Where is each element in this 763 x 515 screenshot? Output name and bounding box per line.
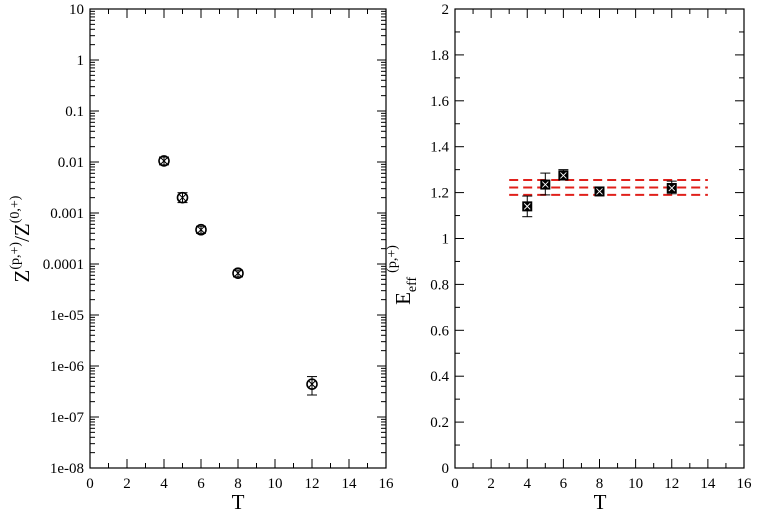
left-x-tick-label: 4 [160,476,168,492]
right-x-tick-label: 2 [487,476,495,492]
left-point-marker [306,378,318,390]
left-data-point [232,267,244,280]
right-y-tick-label: 0.4 [430,369,449,385]
right-y-label-sup: (p,+) [385,245,400,273]
left-data-point [195,223,207,236]
left-point-marker [158,155,170,167]
right-fit-band [509,178,708,196]
left-x-tick-label: 12 [305,476,320,492]
left-y-label-base: Z [10,270,34,283]
left-y-label-sup: (p,+) [8,242,23,270]
right-marker-cross [541,181,549,188]
right-x-tick-label: 8 [596,476,604,492]
left-ticks: 0 2 4 6 8 10 12 14 16 1e-08 1e-07 1e-06 1e-05 0.0001 0… [43,2,394,492]
right-y-tick-label: 1 [442,232,450,248]
left-y-tick-label: 10 [69,2,84,18]
left-y-axis-label: Z(p,+)/Z(0,+) [8,195,34,282]
left-y-label-sup2: (0,+) [8,195,23,223]
left-marker-cross [178,193,187,202]
right-y-tick-label: 2 [442,2,450,18]
right-x-tick-label: 16 [737,476,753,492]
left-x-tick-label: 10 [268,476,283,492]
left-y-tick-label: 1e-08 [50,461,84,477]
right-x-tick-label: 14 [700,476,716,492]
left-y-label-mid: /Z [10,223,34,242]
left-y-tick-label: 0.1 [65,104,84,120]
right-points [522,169,677,218]
right-y-tick-label: 1.8 [430,48,449,64]
right-data-point [666,180,677,195]
right-y-tick-label: 0.2 [430,415,449,431]
left-y-tick-label: 1e-05 [50,308,84,324]
right-y-tick-label: 0.6 [430,323,449,339]
left-x-tick-label: 0 [86,476,94,492]
left-chart-panel: 0 2 4 6 8 10 12 14 16 1e-08 1e-07 1e-06 1e-05 0.0001 0… [8,2,394,514]
left-x-tick-label: 14 [342,476,358,492]
right-y-axis-label: Eeff (p,+) [385,245,420,305]
right-data-point [558,169,569,181]
right-y-tick-label: 0.8 [430,277,449,293]
right-y-tick-label: 1.6 [430,94,449,110]
right-x-tick-label: 4 [524,476,532,492]
right-marker-cross [596,188,603,195]
left-x-tick-label: 2 [123,476,131,492]
left-x-tick-label: 8 [234,476,242,492]
right-marker-cross [668,184,676,192]
right-marker-cross [523,203,531,210]
right-plot-frame [454,8,745,469]
right-x-tick-label: 0 [451,476,459,492]
left-point-marker [195,223,207,236]
right-marker-cross [560,172,567,179]
right-data-point [594,186,605,197]
right-y-label-base: E [391,292,415,305]
right-y-tick-label: 1.4 [430,140,449,156]
left-marker-cross [234,269,242,277]
left-marker-cross [197,226,205,234]
left-x-axis-label: T [232,490,245,514]
left-y-tick-label: 1e-07 [50,410,85,426]
left-plot-frame [89,8,387,469]
left-data-point [176,191,189,204]
left-x-tick-label: 6 [197,476,205,492]
right-data-point [522,195,533,218]
right-x-axis-label: T [594,490,607,514]
right-chart-panel: 0 2 4 6 8 10 12 14 16 0 0.2 0.4 0.6 0.8 1 1.2 1.4 1.6 1.8 2… [385,2,752,514]
left-y-tick-label: 1 [77,53,85,69]
left-points [158,155,318,396]
right-x-tick-label: 6 [560,476,568,492]
right-ticks: 0 2 4 6 8 10 12 14 16 0 0.2 0.4 0.6 0.8 1 1.2 1.4 1.6 1.8 2 [430,2,752,492]
right-y-tick-label: 1.2 [430,186,449,202]
left-y-tick-label: 0.01 [58,155,84,171]
left-point-marker [176,191,189,204]
left-data-point [306,376,318,396]
left-y-tick-label: 0.0001 [43,257,84,273]
left-point-marker [232,267,244,280]
right-x-tick-label: 10 [628,476,643,492]
left-marker-cross [160,157,168,165]
left-data-point [158,155,170,167]
right-y-tick-label: 0 [442,461,450,477]
right-data-point [540,172,551,196]
right-x-tick-label: 12 [664,476,679,492]
left-y-tick-label: 1e-06 [50,359,85,375]
left-y-tick-label: 0.001 [50,206,84,222]
left-marker-cross [308,380,316,388]
left-x-tick-label: 16 [379,476,395,492]
right-y-label-sub: eff [405,276,420,292]
